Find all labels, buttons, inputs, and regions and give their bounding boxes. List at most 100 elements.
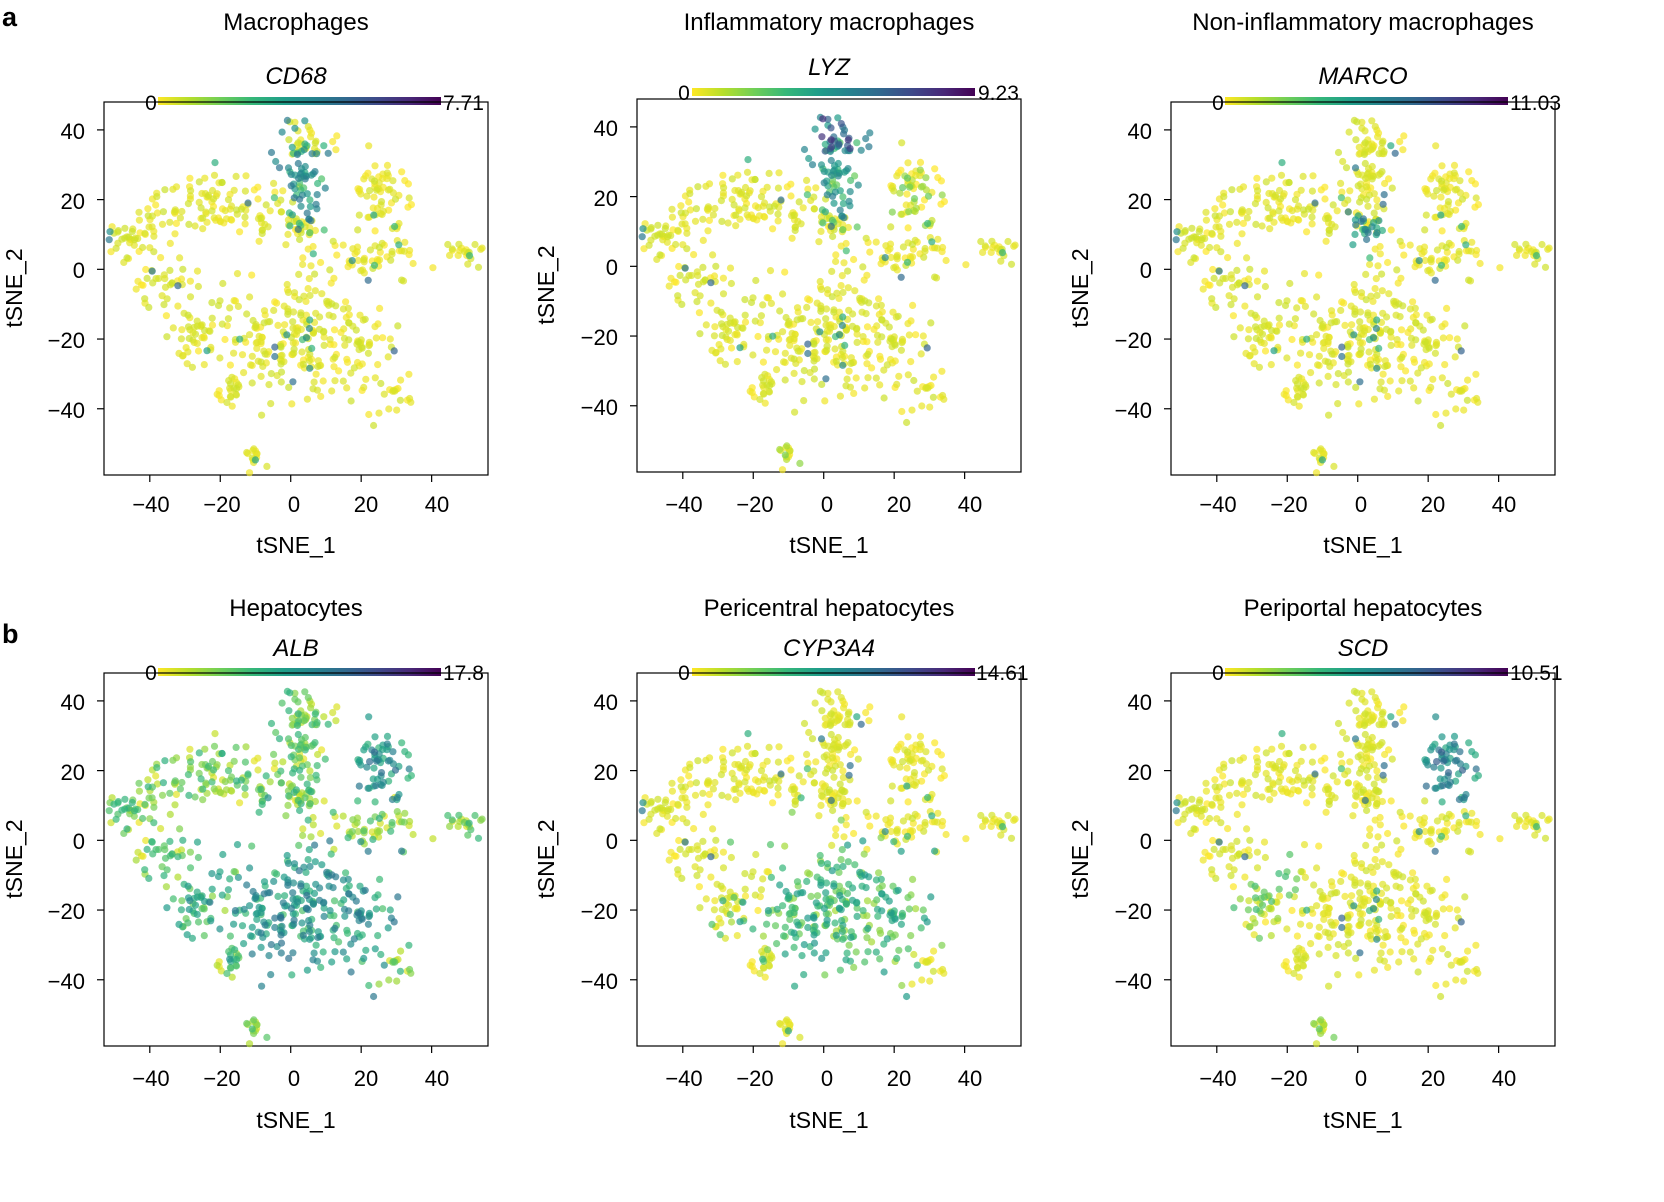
cell-point (888, 208, 896, 216)
cell-point (404, 774, 412, 782)
cell-point (405, 194, 413, 202)
cell-point (807, 318, 815, 326)
cell-point (230, 757, 238, 765)
cell-point (234, 302, 242, 310)
cell-point (329, 237, 337, 245)
y-axis-label: tSNE_2 (1067, 819, 1093, 898)
cell-point (444, 811, 452, 820)
cell-point (742, 192, 751, 200)
cell-point (1422, 782, 1430, 790)
cell-point (776, 881, 784, 889)
cell-point (339, 305, 347, 313)
cell-point (1011, 815, 1019, 823)
cell-point (834, 794, 842, 802)
cell-point (691, 217, 700, 225)
cell-point (1398, 924, 1406, 933)
cell-point (1239, 219, 1247, 227)
cell-point (404, 203, 412, 211)
cell-point (803, 176, 811, 184)
cell-point (307, 262, 315, 270)
cell-point (288, 400, 296, 408)
cell-point (398, 168, 406, 176)
cell-point (352, 326, 360, 334)
cell-point (803, 191, 812, 199)
cell-point (303, 209, 311, 217)
cell-point (1337, 306, 1345, 314)
cell-point (294, 710, 302, 718)
cell-point (315, 325, 324, 333)
cell-point (832, 831, 840, 840)
cell-point (1324, 358, 1332, 366)
cell-point (246, 293, 254, 301)
cell-point (810, 949, 818, 957)
cell-point (1265, 334, 1273, 342)
cell-point (1373, 921, 1381, 929)
cell-point (817, 881, 825, 889)
cell-point (360, 954, 368, 963)
cell-point (1372, 275, 1380, 283)
cell-point (1373, 767, 1381, 775)
cell-point (406, 394, 414, 403)
cell-point (1362, 270, 1370, 278)
cell-point (185, 220, 193, 228)
cell-point (1334, 148, 1343, 157)
cell-point (821, 714, 829, 722)
cell-point (1212, 794, 1220, 802)
cell-point (1442, 409, 1450, 417)
cell-point (354, 797, 362, 805)
cell-point (1386, 377, 1394, 385)
cell-point (311, 287, 319, 295)
y-tick-label: −40 (581, 395, 618, 420)
cell-point (1378, 739, 1386, 747)
cell-point (1361, 710, 1369, 718)
cell-point (708, 920, 716, 929)
y-tick-label: −40 (1115, 969, 1152, 994)
cell-point (1356, 949, 1364, 957)
cell-point (1309, 172, 1317, 180)
cell-point (1316, 887, 1324, 896)
cell-point (293, 150, 301, 159)
cell-point (218, 891, 226, 899)
cell-point (1362, 754, 1371, 762)
cell-point (1378, 139, 1386, 147)
cell-point (320, 912, 328, 921)
cell-point (683, 245, 691, 253)
cell-point (924, 766, 933, 774)
cell-point (1173, 228, 1181, 236)
cell-point (1305, 922, 1314, 930)
cell-point (1332, 952, 1340, 960)
cell-point (226, 875, 234, 883)
cell-point (1285, 178, 1293, 187)
cell-point (897, 273, 905, 281)
cell-point (1417, 364, 1425, 372)
cell-point (696, 292, 704, 300)
cell-point (835, 140, 843, 148)
y-tick-label: −40 (48, 398, 85, 423)
cell-point (844, 841, 852, 849)
cell-point (1227, 271, 1235, 279)
cell-point (866, 703, 874, 711)
cell-point (295, 174, 303, 182)
cell-point (284, 881, 292, 889)
cell-point (1364, 773, 1372, 781)
cell-point (1315, 950, 1323, 958)
cell-point (242, 743, 250, 751)
cell-point (246, 331, 254, 339)
cell-point (719, 897, 727, 905)
cell-point (327, 850, 335, 858)
cell-point (763, 183, 771, 191)
cell-point (291, 124, 299, 132)
cell-point (193, 838, 202, 846)
x-axis: −40 −20 0 20 40 (132, 1046, 449, 1091)
cell-point (885, 897, 893, 905)
cell-point (912, 778, 921, 786)
cell-point (1227, 301, 1235, 309)
cell-point (667, 848, 675, 856)
cell-point (214, 872, 223, 881)
cell-point (895, 372, 903, 380)
cell-point (781, 923, 789, 931)
cell-point (352, 897, 360, 905)
cell-point (810, 357, 818, 365)
cell-point (1007, 834, 1016, 842)
cell-point (304, 245, 312, 253)
